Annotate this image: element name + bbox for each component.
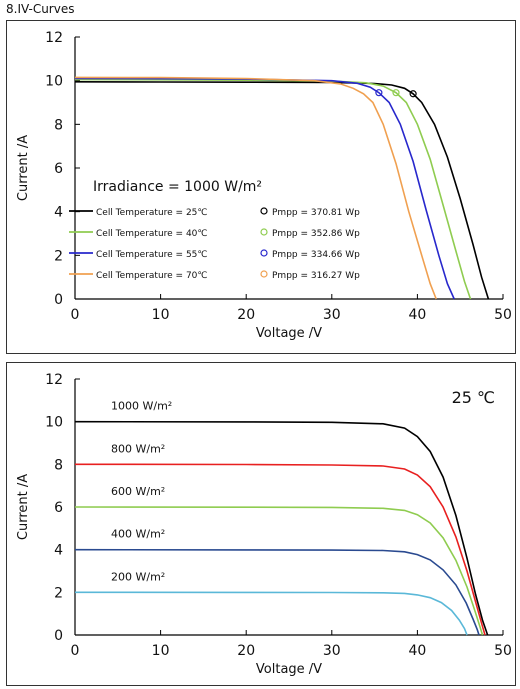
chart2-series-label: 400 W/m² bbox=[111, 528, 165, 541]
chart2-y-tick-label: 6 bbox=[54, 500, 63, 516]
chart1-series-line bbox=[74, 76, 437, 300]
chart1-x-axis-label: Voltage /V bbox=[256, 326, 322, 341]
chart2-y-axis-label: Current /A bbox=[16, 474, 31, 540]
irradiance-iv-chart: 0 10 20 30 40 50 0 2 4 6 8 10 12 Voltage /V Current /A… bbox=[16, 372, 512, 677]
chart1-legend-pmpp-label: Pmpp = 352.86 Wp bbox=[272, 229, 360, 239]
chart1-legend-marker bbox=[260, 270, 268, 278]
chart2-series-label: 1000 W/m² bbox=[111, 400, 172, 413]
chart1-y-axis-label: Current /A bbox=[16, 135, 31, 201]
chart2-x-tick-label: 20 bbox=[237, 643, 255, 659]
chart2-x-tick-label: 50 bbox=[494, 643, 512, 659]
chart2-series-line bbox=[74, 463, 486, 636]
chart1-x-tick-label: 20 bbox=[237, 307, 255, 323]
chart1-legend-marker bbox=[260, 207, 268, 215]
chart1-legend-pmpp-label: Pmpp = 334.66 Wp bbox=[272, 250, 360, 260]
chart1-x-tick-label: 30 bbox=[323, 307, 341, 323]
chart2-series-line bbox=[74, 548, 480, 636]
chart1-legend-label: Cell Temperature = 70℃ bbox=[96, 271, 208, 281]
chart2-x-axis-label: Voltage /V bbox=[256, 662, 322, 677]
chart1-title: Irradiance = 1000 W/m² bbox=[93, 179, 262, 195]
chart1-x-tick-label: 10 bbox=[152, 307, 170, 323]
chart2-series-label: 200 W/m² bbox=[111, 570, 165, 583]
chart2-x-tick-label: 10 bbox=[152, 643, 170, 659]
chart2-series-label: 600 W/m² bbox=[111, 485, 165, 498]
chart1-legend-pmpp-label: Pmpp = 316.27 Wp bbox=[272, 271, 360, 281]
chart1-y-tick-label: 4 bbox=[54, 205, 63, 221]
chart1-legend-pmpp-label: Pmpp = 370.81 Wp bbox=[272, 208, 360, 218]
chart1-legend-label: Cell Temperature = 55℃ bbox=[96, 250, 208, 260]
temperature-chart-panel: 0 10 20 30 40 50 0 2 4 6 8 10 12 Voltage /V Current /A… bbox=[6, 20, 516, 354]
chart1-series-line bbox=[74, 81, 490, 300]
chart1-series-line bbox=[74, 78, 472, 300]
chart2-x-tick-label: 40 bbox=[408, 643, 426, 659]
chart1-legend-label: Cell Temperature = 25℃ bbox=[96, 208, 208, 218]
chart2-y-tick-label: 0 bbox=[54, 628, 63, 644]
chart1-legend-label: Cell Temperature = 40℃ bbox=[96, 229, 208, 239]
chart2-temperature-annotation: 25 ℃ bbox=[452, 388, 495, 407]
chart2-series-line bbox=[74, 591, 468, 636]
irradiance-chart-panel: 0 10 20 30 40 50 0 2 4 6 8 10 12 Voltage /V Current /A… bbox=[6, 362, 516, 686]
chart1-pmpp-marker bbox=[392, 89, 400, 97]
chart2-y-tick-label: 2 bbox=[54, 585, 63, 601]
chart1-x-tick-label: 0 bbox=[71, 307, 80, 323]
chart1-y-tick-label: 6 bbox=[54, 161, 63, 177]
chart1-y-tick-label: 8 bbox=[54, 117, 63, 133]
chart1-y-tick-label: 2 bbox=[54, 248, 63, 264]
chart1-legend-marker bbox=[260, 228, 268, 236]
page-heading: 8.IV-Curves bbox=[6, 2, 75, 16]
temperature-iv-chart: 0 10 20 30 40 50 0 2 4 6 8 10 12 Voltage /V Current /A… bbox=[16, 30, 512, 341]
chart1-y-tick-label: 0 bbox=[54, 292, 63, 308]
chart2-series-label: 800 W/m² bbox=[111, 442, 165, 455]
chart2-series-line bbox=[74, 420, 489, 636]
chart2-x-tick-label: 0 bbox=[71, 643, 80, 659]
chart1-x-tick-label: 50 bbox=[494, 307, 512, 323]
chart2-y-tick-label: 8 bbox=[54, 457, 63, 473]
chart1-x-tick-label: 40 bbox=[408, 307, 426, 323]
chart2-y-tick-label: 10 bbox=[45, 415, 63, 431]
chart1-pmpp-marker bbox=[409, 90, 417, 98]
chart2-series-line bbox=[74, 506, 484, 636]
chart2-y-tick-label: 4 bbox=[54, 543, 63, 559]
chart1-pmpp-marker bbox=[375, 89, 383, 97]
chart1-y-tick-label: 12 bbox=[45, 30, 63, 46]
chart2-y-tick-label: 12 bbox=[45, 372, 63, 388]
chart2-x-tick-label: 30 bbox=[323, 643, 341, 659]
chart1-legend-marker bbox=[260, 249, 268, 257]
chart1-y-tick-label: 10 bbox=[45, 74, 63, 90]
